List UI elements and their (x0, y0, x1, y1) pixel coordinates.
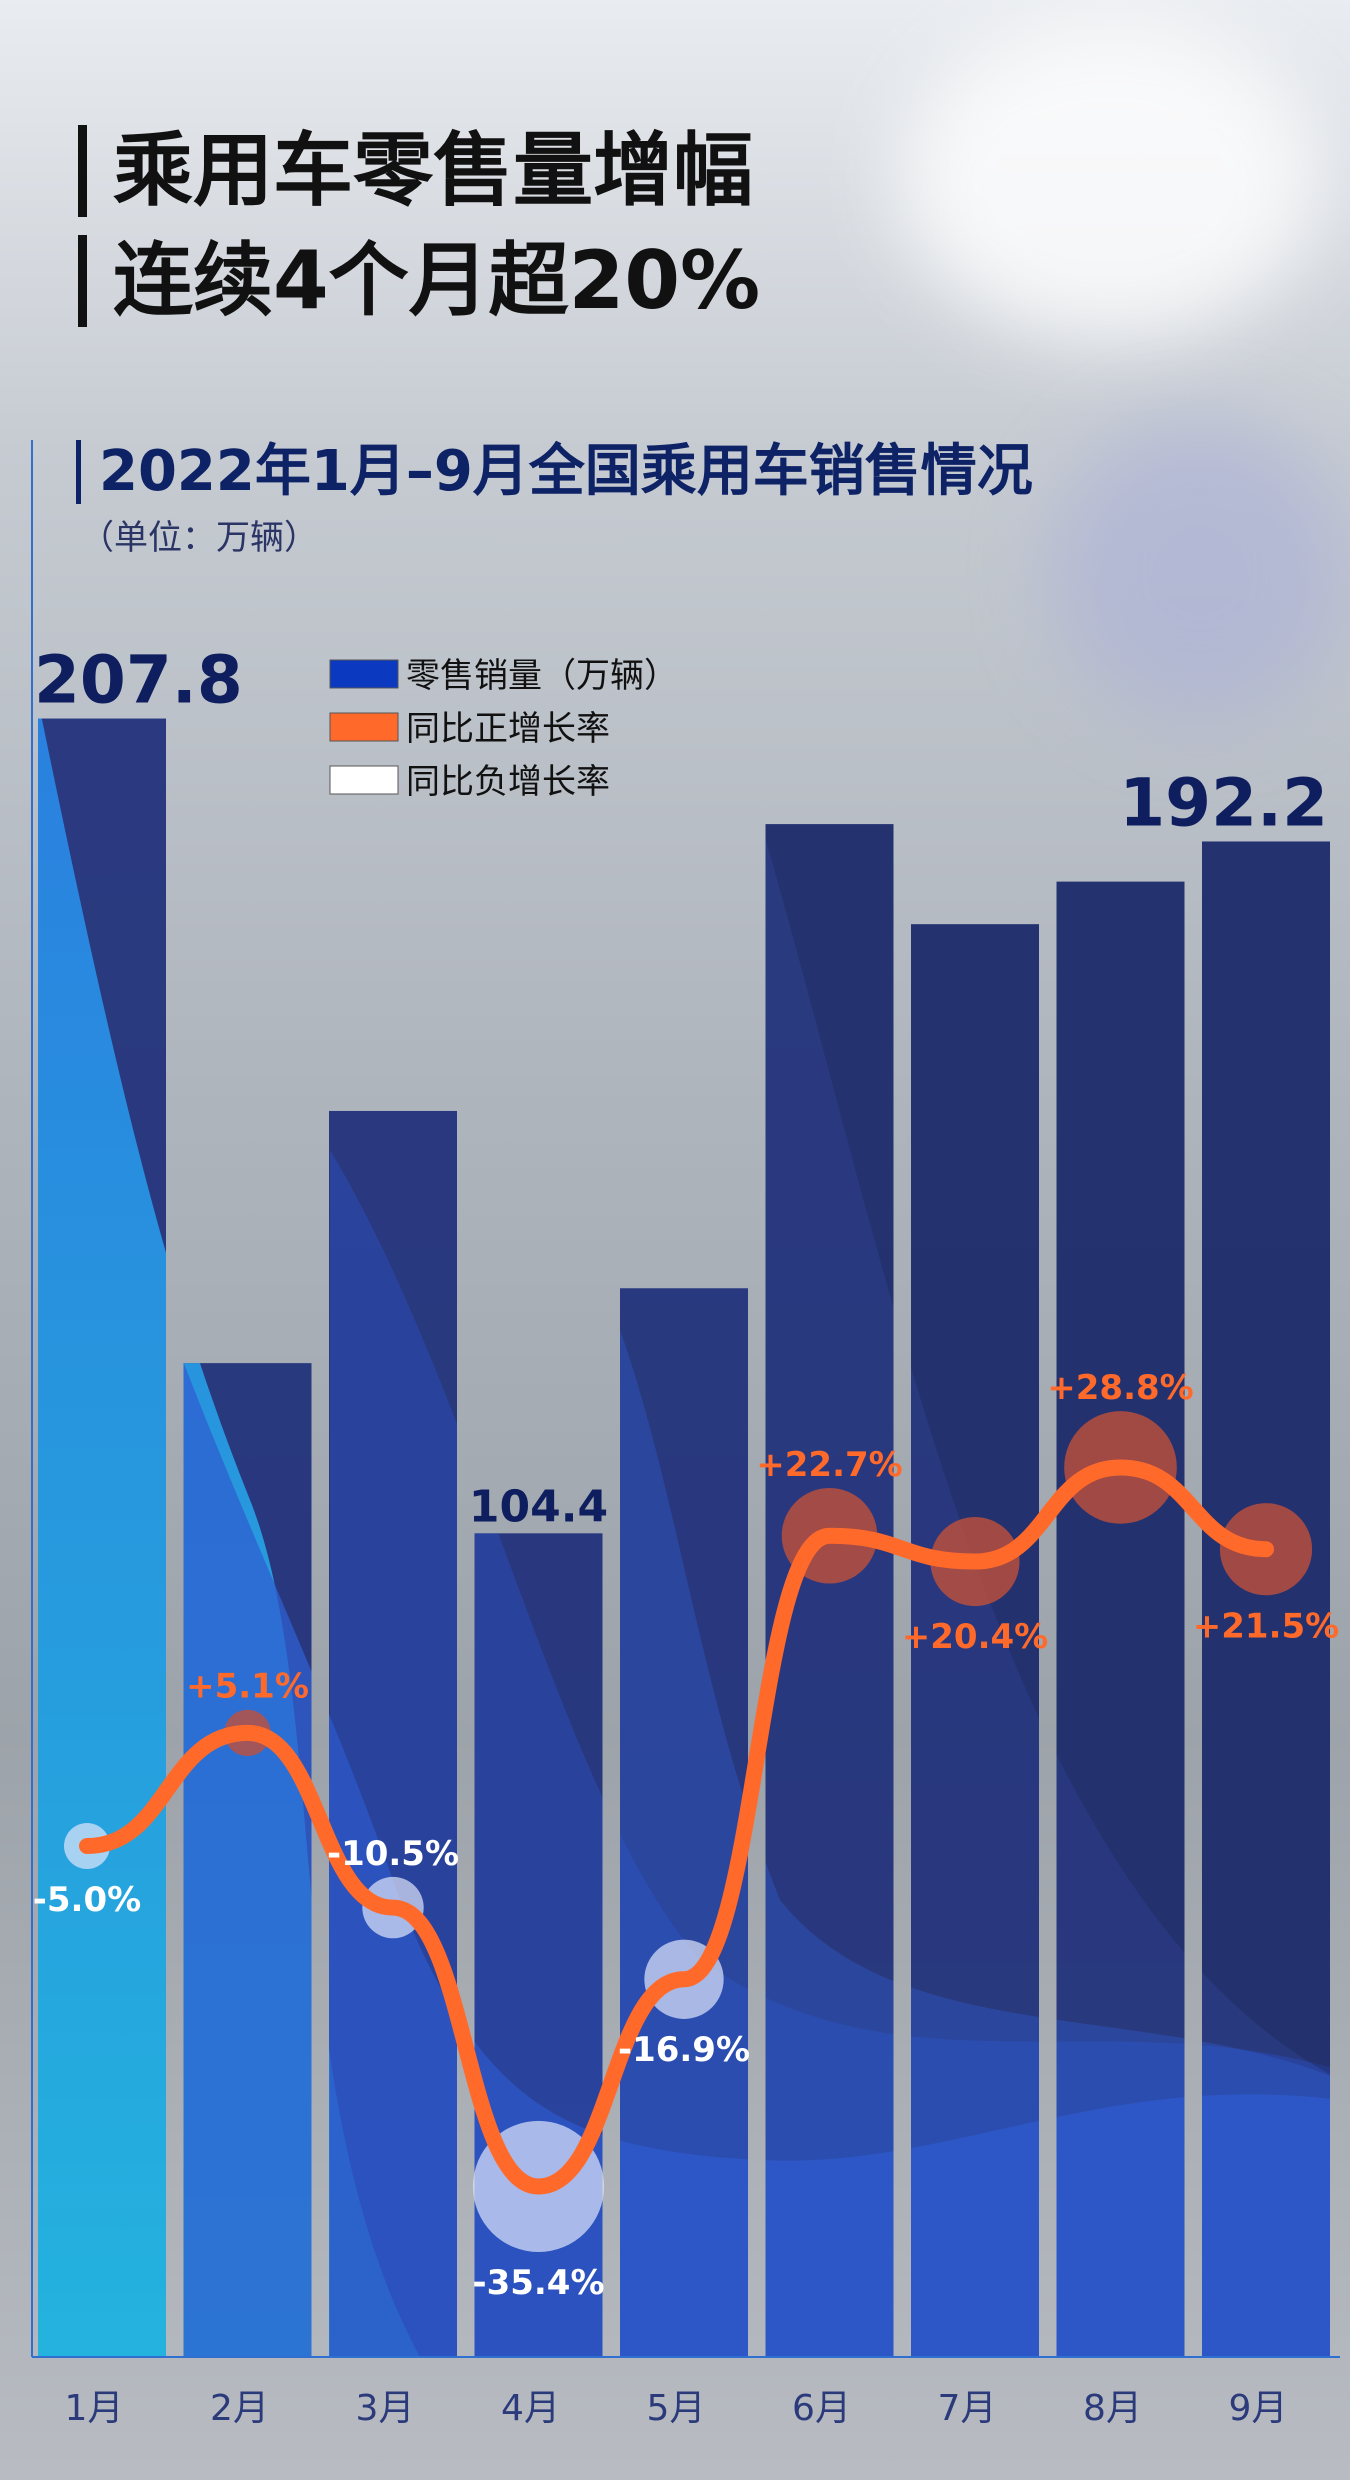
x-tick-label: 6月 (792, 2388, 851, 2429)
title-line-2: 连续4个月超20% (78, 235, 760, 327)
legend-label: 同比正增长率 (406, 709, 610, 749)
legend-label: 零售销量（万辆） (406, 656, 678, 696)
x-tick-label: 9月 (1229, 2388, 1288, 2429)
bar-value-label: 104.4 (469, 1481, 608, 1532)
chart-subtitle: 2022年1月–9月全国乘用车销售情况 (76, 440, 1033, 504)
bar-7月 (911, 924, 1039, 2356)
background-photo (900, 20, 1320, 340)
x-tick-label: 5月 (647, 2388, 706, 2429)
rate-value-label: +22.7% (756, 1445, 902, 1485)
rate-value-label: -5.0% (33, 1880, 141, 1920)
rate-value-label: +21.5% (1193, 1606, 1339, 1646)
rate-value-label: -35.4% (472, 2263, 604, 2303)
legend-swatch (329, 712, 399, 742)
unit-label: （单位：万辆） (80, 518, 318, 558)
growth-rate-line (79, 1459, 1274, 2195)
rate-value-label: +5.1% (186, 1667, 309, 1707)
bar-value-label: 207.8 (34, 642, 243, 719)
x-tick-label: 3月 (356, 2388, 415, 2429)
background-photo-haze (1050, 420, 1350, 720)
x-tick-label: 1月 (65, 2388, 124, 2429)
rate-value-label: -16.9% (618, 2030, 750, 2070)
legend-swatch (329, 659, 399, 689)
rate-value-label: +20.4% (902, 1617, 1048, 1657)
x-tick-label: 8月 (1083, 2388, 1142, 2429)
title-line-1: 乘用车零售量增幅 (78, 125, 753, 217)
legend-swatch (329, 765, 399, 795)
x-tick-label: 2月 (210, 2388, 269, 2429)
legend-label: 同比负增长率 (406, 762, 610, 802)
x-tick-label: 4月 (501, 2388, 560, 2429)
bar-value-label: 192.2 (1119, 764, 1328, 841)
rate-value-label: -10.5% (327, 1834, 459, 1874)
x-tick-label: 7月 (938, 2388, 997, 2429)
rate-value-label: +28.8% (1047, 1368, 1193, 1408)
